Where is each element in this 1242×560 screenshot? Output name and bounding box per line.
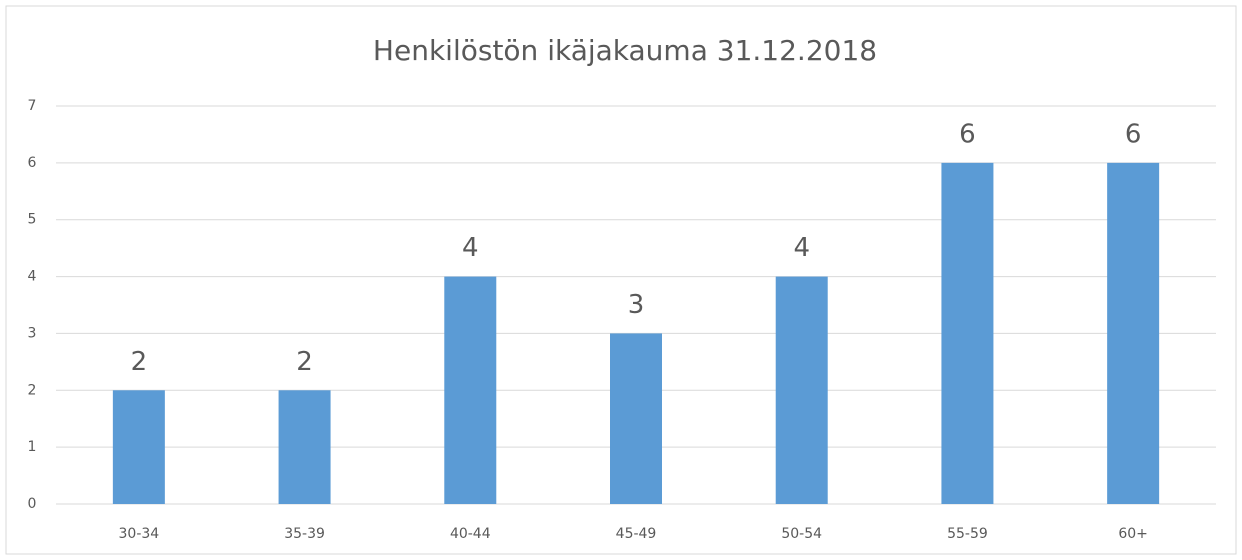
- y-tick-label: 0: [28, 496, 37, 512]
- bar: [1107, 162, 1160, 504]
- bar: [444, 276, 497, 504]
- x-tick-label: 45-49: [616, 526, 657, 542]
- chart-title: Henkilöstön ikäjakauma 31.12.2018: [373, 34, 877, 67]
- y-tick-label: 2: [28, 382, 37, 398]
- y-tick-label: 1: [28, 439, 37, 455]
- y-tick-label: 5: [28, 212, 37, 228]
- bar: [278, 390, 331, 504]
- y-tick-label: 7: [28, 98, 37, 114]
- x-tick-label: 60+: [1118, 526, 1148, 542]
- x-tick-label: 30-34: [119, 526, 160, 542]
- x-tick-label: 55-59: [947, 526, 988, 542]
- bar: [941, 162, 994, 504]
- x-tick-label: 35-39: [284, 526, 325, 542]
- data-label: 4: [462, 233, 479, 263]
- bar: [112, 390, 165, 504]
- data-label: 2: [296, 347, 313, 377]
- x-tick-label: 50-54: [781, 526, 822, 542]
- data-label: 2: [131, 347, 148, 377]
- data-label: 6: [1125, 119, 1142, 149]
- y-tick-label: 6: [28, 155, 37, 171]
- data-label: 4: [793, 233, 810, 263]
- data-label: 3: [628, 290, 645, 320]
- x-tick-label: 40-44: [450, 526, 491, 542]
- y-tick-label: 4: [28, 269, 37, 285]
- data-label: 6: [959, 119, 976, 149]
- y-tick-label: 3: [28, 325, 37, 341]
- bar: [775, 276, 828, 504]
- bar: [610, 333, 662, 504]
